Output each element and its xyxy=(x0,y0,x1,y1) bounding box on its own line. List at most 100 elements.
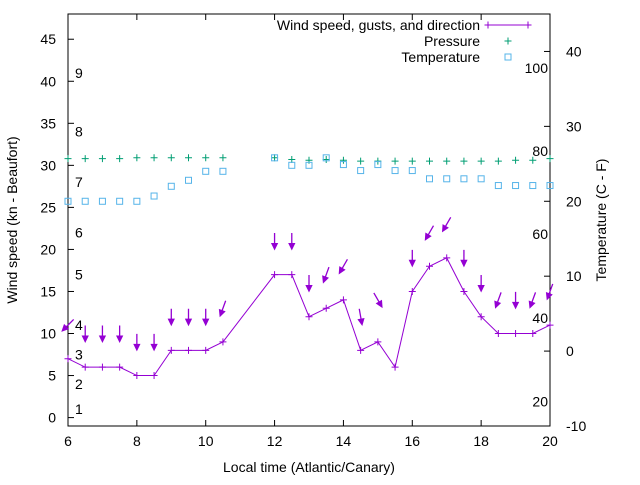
gust-arrow xyxy=(98,325,107,344)
pressure-point xyxy=(202,154,210,162)
pressure-point xyxy=(408,157,416,165)
gust-arrow xyxy=(115,325,124,344)
wind-speed-point xyxy=(443,254,451,262)
temperature-point xyxy=(167,182,175,190)
temperature-point xyxy=(98,197,106,205)
wind-speed-point xyxy=(374,338,382,346)
x-tick-label: 10 xyxy=(198,433,214,449)
pressure-point xyxy=(116,155,124,163)
pressure-point xyxy=(98,155,106,163)
temperature-point xyxy=(426,175,433,183)
beaufort-label: 2 xyxy=(75,376,83,392)
temperature-point xyxy=(546,182,554,190)
y-tick-label: 45 xyxy=(40,31,56,47)
wind-speed-point xyxy=(271,271,279,279)
pressure-point xyxy=(185,154,192,162)
temperature-point xyxy=(150,192,158,200)
temperature-point xyxy=(357,167,365,175)
temperature-point xyxy=(185,176,192,184)
temperature-point xyxy=(512,182,520,190)
fahrenheit-label: 80 xyxy=(532,143,548,159)
wind-speed-point xyxy=(133,372,141,380)
y-tick-label: 25 xyxy=(40,199,56,215)
gust-arrow xyxy=(338,258,348,275)
beaufort-label: 9 xyxy=(75,65,83,81)
pressure-point xyxy=(150,154,158,162)
gust-arrow xyxy=(270,233,279,251)
temperature-point xyxy=(271,154,279,162)
gust-arrow xyxy=(184,308,193,327)
wind-speed-point xyxy=(494,330,502,338)
gust-arrow xyxy=(373,292,383,309)
y-tick-label: 10 xyxy=(40,326,56,342)
pressure-point xyxy=(81,155,89,163)
beaufort-label: 7 xyxy=(75,174,83,190)
wind-speed-point xyxy=(81,363,89,371)
wind-speed-point xyxy=(426,262,433,270)
beaufort-label: 1 xyxy=(75,401,83,417)
gust-arrow xyxy=(288,233,296,251)
wind-speed-point xyxy=(150,372,158,380)
gust-arrow xyxy=(81,325,89,344)
legend-temperature-marker xyxy=(504,53,512,61)
pressure-point xyxy=(443,157,451,165)
temperature-point xyxy=(202,167,210,175)
gust-arrow xyxy=(167,308,175,327)
gust-arrow xyxy=(460,249,468,268)
beaufort-label: 6 xyxy=(75,225,83,241)
y-tick-label: 35 xyxy=(40,115,56,131)
gust-arrow xyxy=(202,308,210,327)
pressure-point xyxy=(288,155,296,163)
beaufort-label: 3 xyxy=(75,347,83,363)
pressure-point xyxy=(339,156,347,164)
temperature-point xyxy=(443,175,451,183)
temperature-point xyxy=(116,197,124,205)
pressure-point xyxy=(322,155,330,163)
temperature-point xyxy=(322,154,330,162)
temperature-point xyxy=(460,175,468,183)
y-tick-label: 5 xyxy=(48,368,56,384)
y-tick-label: 0 xyxy=(48,410,56,426)
x-tick-label: 16 xyxy=(404,433,420,449)
temperature-point xyxy=(219,167,227,175)
pressure-point xyxy=(357,157,365,165)
temperature-point xyxy=(133,197,141,205)
gust-arrow xyxy=(528,292,537,309)
x-tick-label: 18 xyxy=(473,433,489,449)
pressure-point xyxy=(271,154,279,162)
x-tick-label: 12 xyxy=(267,433,283,449)
wind-speed-point xyxy=(529,330,537,338)
wind-speed-point xyxy=(185,346,192,354)
legend-pressure-label: Pressure xyxy=(424,33,480,49)
wind-speed-point xyxy=(116,363,124,371)
gust-arrow xyxy=(150,333,158,352)
wind-speed-point xyxy=(167,346,175,354)
wind-speed-point xyxy=(391,363,399,371)
temperature-point xyxy=(305,161,313,169)
gust-arrow xyxy=(305,275,313,293)
gust-arrow xyxy=(408,249,416,268)
gust-arrow xyxy=(477,275,485,293)
gust-arrow xyxy=(218,300,227,318)
wind-speed-point xyxy=(64,355,72,363)
pressure-point xyxy=(219,154,227,162)
gust-arrow xyxy=(357,308,365,327)
pressure-point xyxy=(477,157,485,165)
legend-wind-marker xyxy=(524,21,532,29)
legend-temperature-label: Temperature xyxy=(401,49,480,65)
temperature-point xyxy=(408,167,416,175)
wind-speed-point xyxy=(512,330,520,338)
gust-arrow xyxy=(133,333,141,352)
temperature-point xyxy=(494,182,502,190)
plot-frame xyxy=(67,13,551,427)
gust-arrow xyxy=(61,318,75,332)
pressure-point xyxy=(494,157,502,165)
wind-speed-point xyxy=(477,313,485,321)
gust-arrow xyxy=(511,291,520,310)
y2-tick-label: -10 xyxy=(566,418,586,434)
y-tick-label: 15 xyxy=(40,283,56,299)
temperature-point xyxy=(529,182,537,190)
gust-arrow xyxy=(441,216,452,233)
